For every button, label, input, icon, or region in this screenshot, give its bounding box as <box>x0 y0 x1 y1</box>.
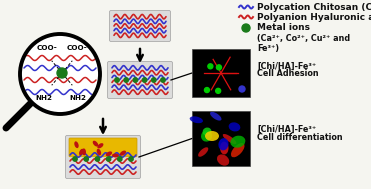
Ellipse shape <box>79 149 84 155</box>
Ellipse shape <box>210 112 221 121</box>
Circle shape <box>216 65 221 70</box>
Circle shape <box>204 88 210 93</box>
Ellipse shape <box>229 122 240 132</box>
Ellipse shape <box>205 131 219 141</box>
Ellipse shape <box>219 138 229 150</box>
Circle shape <box>57 68 67 78</box>
Circle shape <box>118 157 122 161</box>
FancyBboxPatch shape <box>108 61 173 98</box>
FancyBboxPatch shape <box>66 136 141 178</box>
Text: COO-: COO- <box>37 45 58 51</box>
Bar <box>192 111 250 166</box>
Text: [Chi/HA]-Fe³⁺: [Chi/HA]-Fe³⁺ <box>257 125 316 133</box>
Text: Cell differentiation: Cell differentiation <box>257 133 343 143</box>
Ellipse shape <box>97 143 104 148</box>
Ellipse shape <box>74 141 79 148</box>
Text: COO-: COO- <box>67 45 88 51</box>
Text: Polyanion Hyaluronic acid (HA): Polyanion Hyaluronic acid (HA) <box>257 12 371 22</box>
Ellipse shape <box>223 134 236 144</box>
Ellipse shape <box>220 142 229 154</box>
Ellipse shape <box>231 143 244 157</box>
Text: Fe³⁺): Fe³⁺) <box>257 43 279 53</box>
Ellipse shape <box>217 154 229 166</box>
Bar <box>192 49 250 97</box>
Circle shape <box>161 78 165 82</box>
Ellipse shape <box>203 128 211 136</box>
Circle shape <box>73 157 77 161</box>
Circle shape <box>216 88 221 93</box>
Circle shape <box>20 34 100 114</box>
Ellipse shape <box>201 130 212 142</box>
Ellipse shape <box>97 149 101 155</box>
Text: [Chi/HA]-Fe³⁺: [Chi/HA]-Fe³⁺ <box>257 61 316 70</box>
Text: Metal ions: Metal ions <box>257 23 310 33</box>
Text: Polycation Chitosan (Chi): Polycation Chitosan (Chi) <box>257 2 371 12</box>
FancyBboxPatch shape <box>109 11 171 42</box>
Circle shape <box>239 86 245 92</box>
Ellipse shape <box>82 148 86 155</box>
Ellipse shape <box>93 141 98 146</box>
Circle shape <box>142 78 147 82</box>
Ellipse shape <box>106 151 112 156</box>
FancyBboxPatch shape <box>69 138 137 157</box>
Ellipse shape <box>230 136 245 148</box>
Circle shape <box>133 78 138 82</box>
Circle shape <box>106 157 111 161</box>
Circle shape <box>115 78 119 82</box>
Circle shape <box>242 24 250 32</box>
Circle shape <box>129 157 133 161</box>
Circle shape <box>208 64 213 69</box>
Text: NH2: NH2 <box>69 95 86 101</box>
Ellipse shape <box>112 153 119 158</box>
Text: Cell Adhesion: Cell Adhesion <box>257 70 319 78</box>
Ellipse shape <box>198 147 208 157</box>
Circle shape <box>124 78 128 82</box>
Circle shape <box>152 78 156 82</box>
Circle shape <box>95 157 99 161</box>
Ellipse shape <box>120 151 126 156</box>
Text: (Ca²⁺, Co²⁺, Cu²⁺ and: (Ca²⁺, Co²⁺, Cu²⁺ and <box>257 35 350 43</box>
Ellipse shape <box>190 116 203 123</box>
Text: NH2: NH2 <box>36 95 53 101</box>
Circle shape <box>84 157 88 161</box>
